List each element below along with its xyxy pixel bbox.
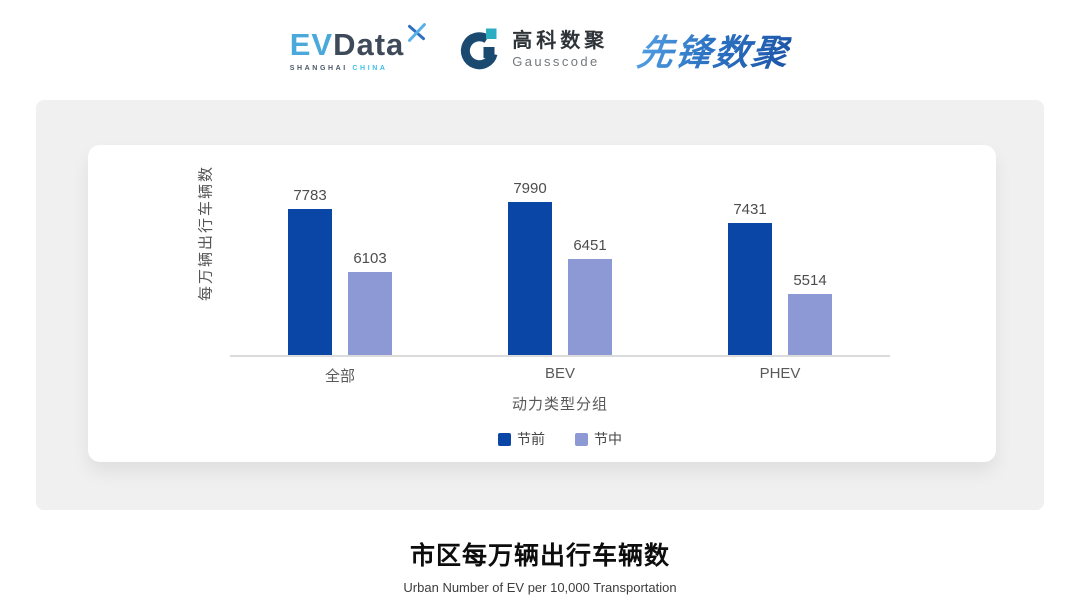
legend: 节前 节中 [230, 429, 890, 449]
bar-节中-BEV: 6451 [568, 237, 612, 355]
bar-value-label: 7431 [733, 201, 767, 218]
sparkle-x-icon [408, 22, 427, 42]
gausscode-g-icon [461, 28, 498, 70]
plot-wrap: 7783 6103 7990 6451 7431 5514 全部 BEV PHEV 动力类型分… [230, 165, 890, 449]
bar-group-全部: 7783 6103 [230, 165, 450, 355]
bar-节前-BEV: 7990 [508, 180, 552, 355]
brand-header: EV Data SHANGHAI CHINA 高科数聚 Gausscode 先锋… [0, 0, 1080, 100]
y-axis-label: 每万辆出行车辆数 [197, 164, 215, 302]
chart-subtitle: Urban Number of EV per 10,000 Transporta… [403, 580, 677, 595]
chart-caption: 市区每万辆出行车辆数 Urban Number of EV per 10,000… [0, 510, 1080, 595]
chart-card: 每万辆出行车辆数 7783 6103 7990 6451 7431 5514 全部 BEV P… [88, 145, 996, 462]
bar-节中-全部: 6103 [348, 250, 392, 355]
evdata-tagline-china: CHINA [352, 64, 388, 72]
legend-swatch-icon [575, 432, 588, 446]
gausscode-name-cn: 高科数聚 [512, 30, 609, 53]
chart-panel: 每万辆出行车辆数 7783 6103 7990 6451 7431 5514 全部 BEV P… [36, 100, 1044, 510]
evdata-logo: EV Data SHANGHAI CHINA [289, 22, 428, 72]
legend-label: 节前 [517, 431, 545, 447]
bar-value-label: 7783 [293, 187, 327, 204]
x-axis-label: 动力类型分组 [511, 396, 608, 413]
evdata-tagline-shanghai: SHANGHAI [289, 64, 348, 72]
bar-value-label: 6103 [353, 250, 387, 267]
plot-area: 7783 6103 7990 6451 7431 5514 [230, 165, 890, 357]
bar-节前-全部: 7783 [288, 187, 332, 355]
evdata-text-data: Data [333, 26, 405, 62]
gausscode-logo: 高科数聚 Gausscode [457, 27, 608, 73]
category-label-PHEV: PHEV [759, 365, 801, 382]
category-label-全部: 全部 [324, 368, 355, 385]
bar-group-BEV: 7990 6451 [450, 165, 670, 355]
evdata-wordmark: EV Data [289, 22, 428, 62]
category-label-BEV: BEV [544, 365, 575, 382]
bar-value-label: 5514 [793, 272, 827, 289]
legend-label: 节中 [594, 431, 622, 447]
gausscode-name-en: Gausscode [512, 54, 600, 70]
pioneer-wordmark: 先锋数聚 [635, 24, 794, 76]
bar-节前-PHEV: 7431 [728, 201, 772, 355]
evdata-text-ev: EV [289, 26, 334, 62]
bar-节中-PHEV: 5514 [788, 272, 832, 355]
pioneer-logo: 先锋数聚 [635, 24, 793, 76]
legend-item-节中[interactable]: 节中 [575, 429, 622, 449]
bar-value-label: 7990 [513, 180, 547, 197]
category-row: 全部 BEV PHEV [230, 357, 890, 386]
evdata-tagline: SHANGHAI CHINA [290, 65, 388, 72]
bar-value-label: 6451 [573, 237, 607, 254]
legend-swatch-icon [498, 432, 511, 446]
gausscode-wordmark: 高科数聚 Gausscode [512, 30, 608, 70]
bar-group-PHEV: 7431 5514 [670, 165, 890, 355]
chart-title: 市区每万辆出行车辆数 [409, 542, 670, 570]
legend-item-节前[interactable]: 节前 [498, 429, 545, 449]
